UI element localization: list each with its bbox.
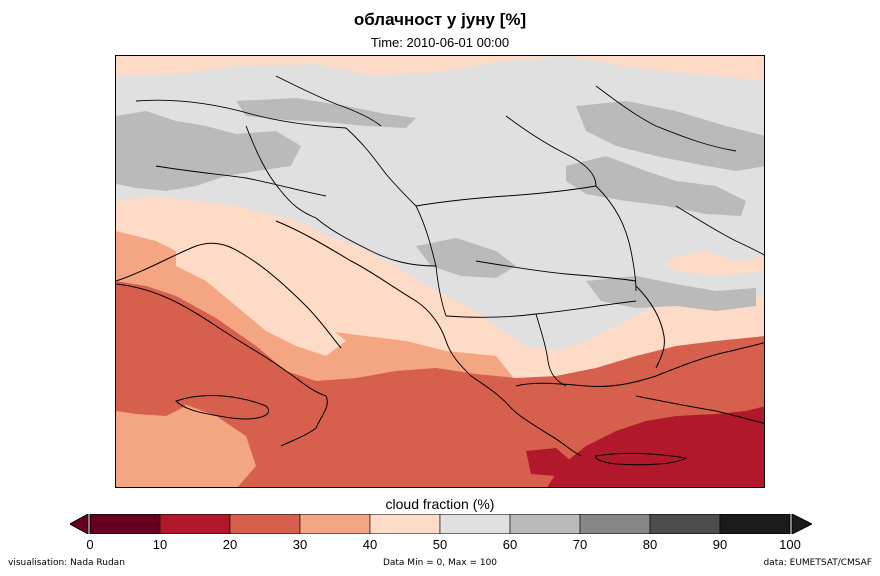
zone-20-30-sardinia (116, 386, 186, 416)
colorbar-segment (229, 514, 301, 534)
colorbar-tick-label: 60 (502, 537, 518, 552)
colorbar-segment (299, 514, 371, 534)
colorbar-frame (89, 514, 791, 534)
colorbar-tick-label: 30 (292, 537, 308, 552)
map-title: облачност у јуну [%] (353, 10, 527, 29)
colorbar-tick-label: 20 (222, 537, 238, 552)
colorbar-tick-label: 80 (642, 537, 658, 552)
map-canvas (116, 56, 764, 487)
zone-10-20-patch (526, 448, 571, 476)
colorbar-under-arrow (70, 514, 89, 534)
colorbar-segments (89, 514, 791, 534)
zone-60-70-east (576, 101, 764, 171)
zone-10-20 (547, 406, 764, 487)
colorbar-segment (719, 514, 791, 534)
colorbar-over-arrow (791, 514, 812, 534)
colorbar-tick-label: 40 (362, 537, 378, 552)
colorbar (70, 514, 812, 534)
colorbar-tick-label: 50 (432, 537, 448, 552)
coastlines (116, 220, 764, 466)
zone-60-70-serbia (416, 238, 516, 278)
map-subtitle: Time: 2010-06-01 00:00 (370, 35, 510, 50)
zone-60-70-west (116, 111, 301, 191)
footer-credit: visualisation: Nada Rudan (8, 558, 125, 568)
colorbar-graphic (70, 514, 812, 534)
cloud-fraction-map (115, 55, 765, 488)
footer-source: data: EUMETSAT/CMSAF (763, 558, 872, 568)
zone-60-70-ukraine (566, 156, 746, 216)
colorbar-segment (579, 514, 651, 534)
colorbar-segment (509, 514, 581, 534)
zone-50-60-balkans (296, 206, 764, 351)
colorbar-title: cloud fraction (%) (385, 496, 495, 512)
colorbar-tick-label: 90 (712, 537, 728, 552)
colorbar-segment (89, 514, 161, 534)
colorbar-segment (369, 514, 441, 534)
borders (135, 75, 764, 387)
colorbar-tick-label: 0 (86, 537, 94, 552)
footer-data-range: Data Min = 0, Max = 100 (382, 558, 498, 568)
colorbar-tick-label: 100 (779, 537, 801, 552)
colorbar-tick-label: 10 (152, 537, 168, 552)
zone-60-70-north (236, 98, 416, 128)
colorbar-segment (439, 514, 511, 534)
zone-20-30 (116, 281, 764, 487)
colorbar-segment (649, 514, 721, 534)
zone-20-30-tyrrhenian (121, 286, 176, 316)
colorbar-segment (159, 514, 231, 534)
zone-40-50-italy (176, 246, 346, 356)
colorbar-tick-label: 70 (572, 537, 588, 552)
